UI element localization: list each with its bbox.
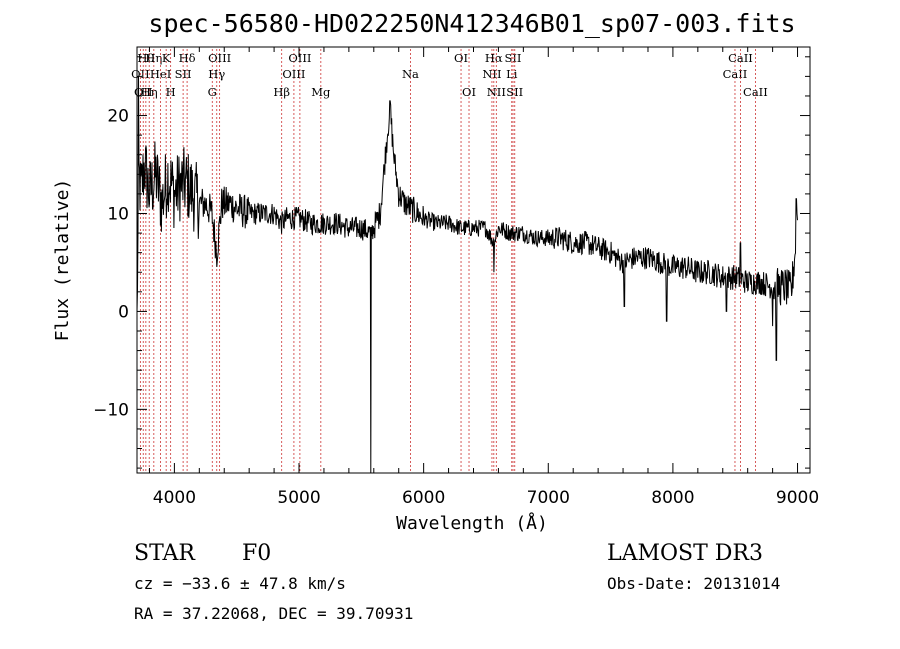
x-axis-label: Wavelength (Å) — [396, 512, 548, 534]
object-subclass: F0 — [242, 541, 271, 566]
y-tick-label: 0 — [118, 302, 129, 322]
chart-title: spec-56580-HD022250N412346B01_sp07-003.f… — [148, 9, 795, 38]
spectral-line-label: Hθ — [137, 51, 154, 65]
redshift-text: cz = −33.6 ± 47.8 km/s — [134, 574, 346, 593]
spectral-line-label: SII — [175, 67, 192, 81]
spectral-line-label: SII — [506, 85, 523, 99]
spectral-line-label: K — [162, 51, 171, 65]
spectral-line-label: Li — [506, 67, 518, 81]
spectral-line-label: OII — [131, 67, 150, 81]
spectral-line-label: CaII — [728, 51, 753, 65]
x-tick-label: 5000 — [277, 488, 320, 508]
spectral-line-label: Hγ — [208, 67, 225, 81]
spectrum-line — [136, 76, 798, 474]
spectral-line-label: Hβ — [273, 85, 290, 99]
x-tick-label: 9000 — [776, 488, 819, 508]
spectral-line-label: NII — [482, 67, 501, 81]
y-tick-label: −10 — [93, 400, 129, 420]
spectral-line-label: OIII — [208, 51, 231, 65]
obs-date-text: Obs-Date: 20131014 — [607, 574, 780, 593]
spectrum-layer — [136, 76, 798, 474]
spectral-line-label: OI — [454, 51, 468, 65]
spectral-line-markers: OIIOIIHθHηHηHeIKHSIIHδGHγOIIIHβOIIIOIIIM… — [131, 49, 768, 473]
x-tick-label: 7000 — [527, 488, 570, 508]
plot-frame — [136, 46, 811, 474]
spectral-line-label: Mg — [311, 85, 331, 99]
spectral-line-label: G — [208, 85, 217, 99]
spectral-line-label: HeI — [150, 67, 171, 81]
spectral-line-label: Hη — [141, 85, 158, 99]
spectral-line-label: NII — [487, 85, 506, 99]
spectral-line-label: Na — [402, 67, 419, 81]
spectral-line-label: OIII — [282, 67, 305, 81]
y-axis-label: Flux (relative) — [52, 179, 73, 342]
x-tick-label: 6000 — [402, 488, 445, 508]
coordinates-text: RA = 37.22068, DEC = 39.70931 — [134, 604, 413, 623]
spectral-line-label: SII — [505, 51, 522, 65]
spectral-line-label: CaII — [723, 67, 748, 81]
x-tick-label: 8000 — [651, 488, 694, 508]
spectral-line-label: Hα — [485, 51, 503, 65]
spectral-line-label: Hδ — [179, 51, 196, 65]
survey-name: LAMOST DR3 — [607, 541, 763, 566]
spectral-line-label: CaII — [743, 85, 768, 99]
spectral-line-label: Hη — [145, 51, 162, 65]
spectral-line-label: OIII — [288, 51, 311, 65]
axis-ticks: 4000 5000 6000 7000 8000 9000 −10 0 10 20 — [93, 47, 819, 508]
y-tick-label: 20 — [107, 107, 129, 127]
spectral-line-label: H — [166, 85, 176, 99]
y-tick-label: 10 — [107, 204, 129, 224]
object-class: STAR — [134, 541, 196, 566]
x-tick-label: 4000 — [153, 488, 196, 508]
spectral-line-label: OI — [462, 85, 476, 99]
